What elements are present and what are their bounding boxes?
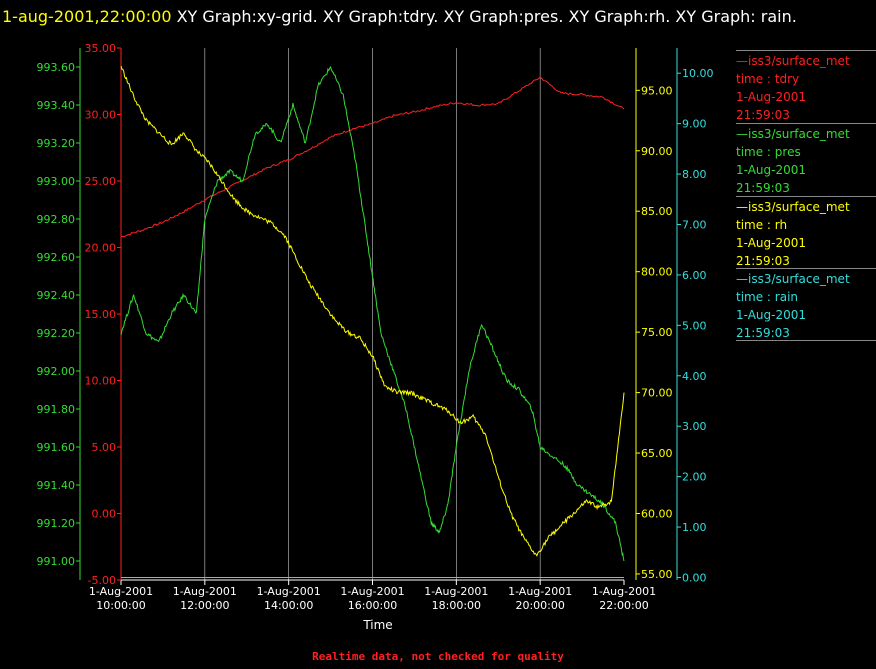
- legend-line1: time : rain: [736, 290, 799, 304]
- pres-tick-label: 991.80: [37, 403, 76, 416]
- series-line-rh: [120, 65, 625, 557]
- pres-tick-label: 991.60: [37, 441, 76, 454]
- pres-tick-label: 992.20: [37, 327, 76, 340]
- tdry-tick-label: 30.00: [85, 109, 117, 122]
- rain-tick-label: 8.00: [682, 168, 707, 181]
- legend-line1: time : tdry: [736, 72, 800, 86]
- rain-tick-label: 1.00: [682, 521, 707, 534]
- rain-tick-label: 4.00: [682, 370, 707, 383]
- pres-tick-label: 992.80: [37, 213, 76, 226]
- x-tick-label-time: 14:00:00: [264, 599, 313, 612]
- rain-tick-label: 10.00: [682, 67, 714, 80]
- legend-divider: [736, 50, 876, 51]
- rain-tick-label: 2.00: [682, 471, 707, 484]
- rh-tick-label: 85.00: [641, 205, 673, 218]
- title-text: XY Graph:xy-grid. XY Graph:tdry. XY Grap…: [171, 7, 797, 26]
- x-tick-label-date: 1-Aug-2001: [424, 585, 488, 598]
- x-tick-label-date: 1-Aug-2001: [89, 585, 153, 598]
- rh-tick-label: 70.00: [641, 387, 673, 400]
- series-line-tdry: [120, 76, 625, 238]
- x-tick-label-date: 1-Aug-2001: [173, 585, 237, 598]
- pres-tick-label: 992.40: [37, 289, 76, 302]
- x-tick-label-time: 22:00:00: [599, 599, 648, 612]
- tdry-tick-label: 35.00: [85, 42, 117, 55]
- legend-line2: 1-Aug-2001: [736, 90, 807, 104]
- rh-tick-label: 65.00: [641, 447, 673, 460]
- rh-tick-label: 55.00: [641, 568, 673, 581]
- tdry-tick-label: 15.00: [85, 308, 117, 321]
- x-tick-label-date: 1-Aug-2001: [592, 585, 656, 598]
- tdry-tick-label: 0.00: [92, 508, 117, 521]
- quality-footer: Realtime data, not checked for quality: [312, 650, 564, 663]
- x-tick-label-time: 16:00:00: [348, 599, 397, 612]
- legend-line3: 21:59:03: [736, 181, 790, 195]
- x-tick-label-date: 1-Aug-2001: [257, 585, 321, 598]
- title-timestamp: 1-aug-2001,22:00:00: [2, 7, 172, 26]
- legend-line3: 21:59:03: [736, 108, 790, 122]
- rain-tick-label: 0.00: [682, 571, 707, 584]
- series-line-pres: [120, 65, 625, 562]
- legend-name: —iss3/surface_met: [736, 127, 850, 141]
- rh-tick-label: 90.00: [641, 145, 673, 158]
- rh-tick-label: 80.00: [641, 266, 673, 279]
- x-axis-label: Time: [363, 618, 393, 632]
- tdry-tick-label: 20.00: [85, 242, 117, 255]
- x-tick-label-time: 12:00:00: [180, 599, 229, 612]
- tdry-tick-label: -5.00: [88, 574, 116, 587]
- legend-name: —iss3/surface_met: [736, 200, 850, 214]
- legend-line2: 1-Aug-2001: [736, 308, 807, 322]
- rh-tick-label: 60.00: [641, 508, 673, 521]
- pres-tick-label: 993.20: [37, 137, 76, 150]
- rain-tick-label: 5.00: [682, 319, 707, 332]
- pres-tick-label: 992.60: [37, 251, 76, 264]
- legend-line1: time : pres: [736, 145, 801, 159]
- rh-tick-label: 95.00: [641, 84, 673, 97]
- chart-title: 1-aug-2001,22:00:00 XY Graph:xy-grid. XY…: [2, 2, 872, 31]
- x-tick-label-date: 1-Aug-2001: [340, 585, 404, 598]
- pres-tick-label: 991.40: [37, 479, 76, 492]
- legend-name: —iss3/surface_met: [736, 272, 850, 286]
- pres-tick-label: 993.60: [37, 61, 76, 74]
- legend-name: —iss3/surface_met: [736, 54, 850, 68]
- rain-tick-label: 7.00: [682, 218, 707, 231]
- rh-tick-label: 75.00: [641, 326, 673, 339]
- legend-line3: 21:59:03: [736, 326, 790, 340]
- rain-tick-label: 6.00: [682, 269, 707, 282]
- legend-line2: 1-Aug-2001: [736, 163, 807, 177]
- tdry-tick-label: 25.00: [85, 175, 117, 188]
- legend-line3: 21:59:03: [736, 254, 790, 268]
- x-tick-label-time: 10:00:00: [96, 599, 145, 612]
- rain-tick-label: 9.00: [682, 118, 707, 131]
- rain-tick-label: 3.00: [682, 420, 707, 433]
- legend-divider: [736, 196, 876, 197]
- tdry-tick-label: 5.00: [92, 441, 117, 454]
- pres-tick-label: 993.00: [37, 175, 76, 188]
- pres-tick-label: 993.40: [37, 99, 76, 112]
- pres-tick-label: 992.00: [37, 365, 76, 378]
- legend-line2: 1-Aug-2001: [736, 236, 807, 250]
- legend-line1: time : rh: [736, 218, 788, 232]
- legend-divider: [736, 123, 876, 124]
- legend-divider: [736, 340, 876, 341]
- pres-tick-label: 991.00: [37, 555, 76, 568]
- legend-divider: [736, 268, 876, 269]
- tdry-tick-label: 10.00: [85, 375, 117, 388]
- pres-tick-label: 991.20: [37, 517, 76, 530]
- x-tick-label-date: 1-Aug-2001: [508, 585, 572, 598]
- x-tick-label-time: 18:00:00: [432, 599, 481, 612]
- x-tick-label-time: 20:00:00: [515, 599, 564, 612]
